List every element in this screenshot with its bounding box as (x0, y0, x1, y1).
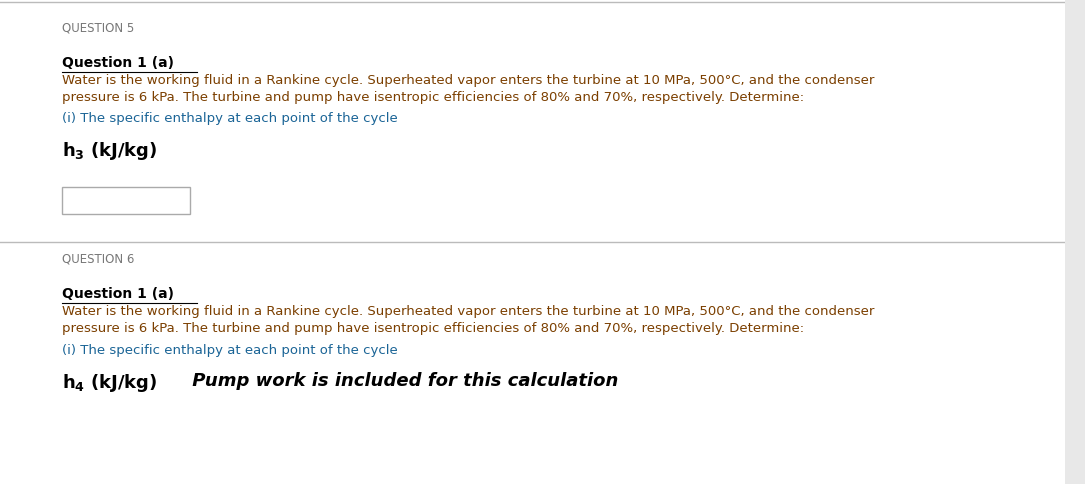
Text: (i) The specific enthalpy at each point of the cycle: (i) The specific enthalpy at each point … (62, 112, 397, 125)
Text: pressure is 6 kPa. The turbine and pump have isentropic efficiencies of 80% and : pressure is 6 kPa. The turbine and pump … (62, 322, 804, 335)
Text: Water is the working fluid in a Rankine cycle. Superheated vapor enters the turb: Water is the working fluid in a Rankine … (62, 74, 875, 87)
Text: QUESTION 6: QUESTION 6 (62, 253, 135, 266)
Text: $\mathbf{h_3}$ (kJ/kg): $\mathbf{h_3}$ (kJ/kg) (62, 140, 157, 162)
FancyBboxPatch shape (62, 187, 190, 214)
Text: Water is the working fluid in a Rankine cycle. Superheated vapor enters the turb: Water is the working fluid in a Rankine … (62, 305, 875, 318)
Text: Question 1 (a): Question 1 (a) (62, 56, 174, 70)
Text: QUESTION 5: QUESTION 5 (62, 22, 135, 35)
Text: (i) The specific enthalpy at each point of the cycle: (i) The specific enthalpy at each point … (62, 344, 397, 357)
Text: $\mathbf{h_4}$ (kJ/kg): $\mathbf{h_4}$ (kJ/kg) (62, 372, 157, 393)
Text: Question 1 (a): Question 1 (a) (62, 287, 174, 301)
Text: pressure is 6 kPa. The turbine and pump have isentropic efficiencies of 80% and : pressure is 6 kPa. The turbine and pump … (62, 91, 804, 104)
Text: Pump work is included for this calculation: Pump work is included for this calculati… (187, 372, 618, 390)
